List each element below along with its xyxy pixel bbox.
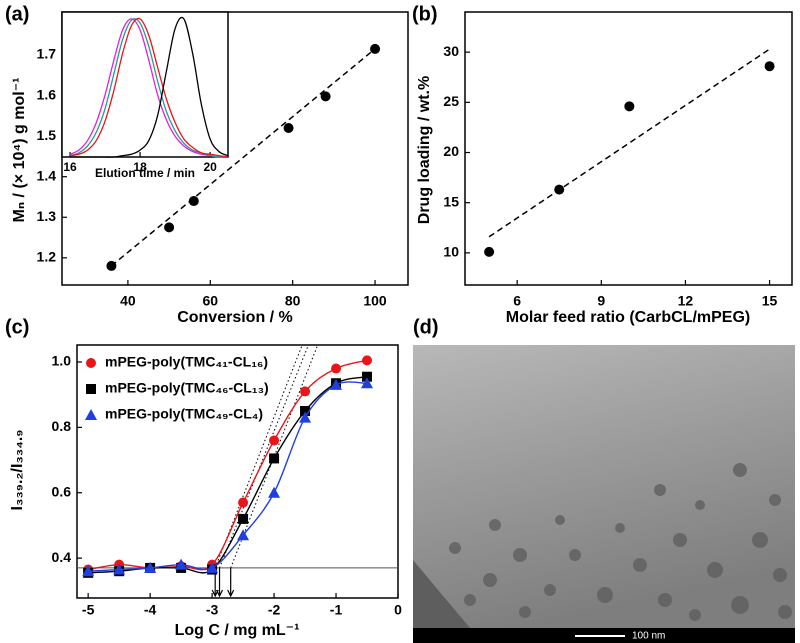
y-tick-label: 1.4: [37, 167, 57, 183]
gpc-curve: [70, 16, 228, 158]
x-axis-label: Elution time / min: [95, 166, 195, 180]
plot-frame: [76, 344, 399, 599]
y-tick-label: 30: [443, 43, 459, 59]
point: [320, 91, 331, 102]
x-tick-label: -1: [330, 602, 343, 618]
legend-label: mPEG-poly(TMC₄₆-CL₁₃): [105, 380, 269, 396]
y-axis-label: Mₙ / (× 10⁴) g mol⁻¹: [11, 78, 28, 223]
point: [330, 378, 343, 390]
point: [188, 196, 199, 207]
y-tick-label: 1.0: [52, 353, 72, 369]
point: [113, 563, 126, 575]
legend-label: mPEG-poly(TMC₄₉-CL₄): [105, 406, 263, 422]
y-tick-label: 0.8: [52, 418, 72, 434]
point: [164, 222, 175, 233]
x-tick-label: 40: [120, 293, 136, 309]
x-tick-label: 18: [133, 160, 147, 174]
x-tick-label: 80: [285, 293, 301, 309]
point: [86, 384, 96, 394]
cmc-arrow: [215, 567, 224, 598]
y-tick-label: 1.5: [37, 127, 57, 143]
y-tick-label: 0.6: [52, 483, 72, 499]
x-tick-label: -5: [82, 602, 95, 618]
point: [300, 406, 311, 417]
tem-image: 100 nm: [413, 345, 795, 643]
panel-label: (c): [5, 316, 29, 338]
scale-bar-label: 100 nm: [632, 631, 665, 642]
panel-label: (d): [413, 316, 439, 338]
point: [554, 184, 565, 195]
point: [86, 358, 96, 368]
point: [237, 529, 250, 541]
panel-label: (b): [412, 3, 438, 25]
point: [361, 377, 374, 389]
y-tick-label: 1.3: [37, 208, 57, 224]
gpc-curve: [69, 17, 228, 158]
point: [331, 363, 342, 374]
y-tick-label: 0.4: [52, 549, 72, 565]
point: [268, 486, 281, 498]
point: [283, 123, 294, 134]
fit-line: [488, 48, 771, 238]
y-tick-label: 1.2: [37, 249, 57, 265]
point: [85, 409, 97, 420]
legend-label: mPEG-poly(TMC₄₁-CL₁₆): [105, 354, 268, 370]
y-tick-label: 1.6: [37, 86, 57, 102]
plot-frame: [61, 11, 229, 158]
point: [106, 260, 117, 271]
x-tick-label: 0: [394, 602, 402, 618]
point: [175, 558, 188, 570]
point: [269, 435, 280, 446]
point: [299, 411, 312, 423]
x-tick-label: -3: [206, 602, 219, 618]
y-axis-label: Drug loading / wt.%: [416, 76, 433, 224]
point: [362, 371, 373, 382]
point: [206, 561, 219, 573]
y-tick-label: 1.7: [37, 46, 57, 62]
point: [362, 355, 373, 366]
x-tick-label: 6: [513, 293, 521, 309]
fit-curve: [88, 381, 368, 572]
x-tick-label: 16: [63, 160, 77, 174]
y-axis-label: I₃₃₉.₂/I₃₃₄.₉: [9, 430, 26, 511]
x-tick-label: 100: [363, 293, 387, 309]
point: [624, 101, 635, 112]
y-tick-label: 10: [443, 244, 459, 260]
x-tick-label: 15: [762, 293, 778, 309]
point: [238, 497, 249, 508]
panel-label: (a): [5, 3, 29, 25]
point: [238, 513, 249, 524]
x-axis-label: Molar feed ratio (CarbCL/mPEG): [506, 309, 750, 326]
point: [764, 61, 775, 72]
cmc-arrow: [227, 567, 235, 598]
x-tick-label: 12: [678, 293, 694, 309]
y-tick-label: 20: [443, 143, 459, 159]
point: [82, 565, 95, 577]
x-axis-label: Conversion / %: [177, 309, 293, 326]
plot-frame: [464, 11, 793, 286]
fit-line: [110, 48, 376, 267]
x-tick-label: -4: [144, 602, 157, 618]
fit-curve: [88, 359, 368, 571]
y-tick-label: 15: [443, 193, 459, 209]
tem-background: [413, 345, 795, 628]
point: [484, 246, 495, 257]
y-tick-label: 25: [443, 93, 459, 109]
particles: [449, 463, 792, 621]
point: [269, 453, 280, 464]
point: [300, 386, 311, 397]
point: [370, 43, 381, 54]
x-axis-label: Log C / mg mL⁻¹: [175, 622, 300, 639]
gpc-curve: [69, 18, 228, 158]
point: [144, 561, 157, 573]
x-tick-label: 20: [203, 160, 217, 174]
grid-edge: [413, 560, 470, 628]
x-tick-label: -2: [268, 602, 281, 618]
x-tick-label: 9: [597, 293, 605, 309]
x-tick-label: 60: [202, 293, 218, 309]
